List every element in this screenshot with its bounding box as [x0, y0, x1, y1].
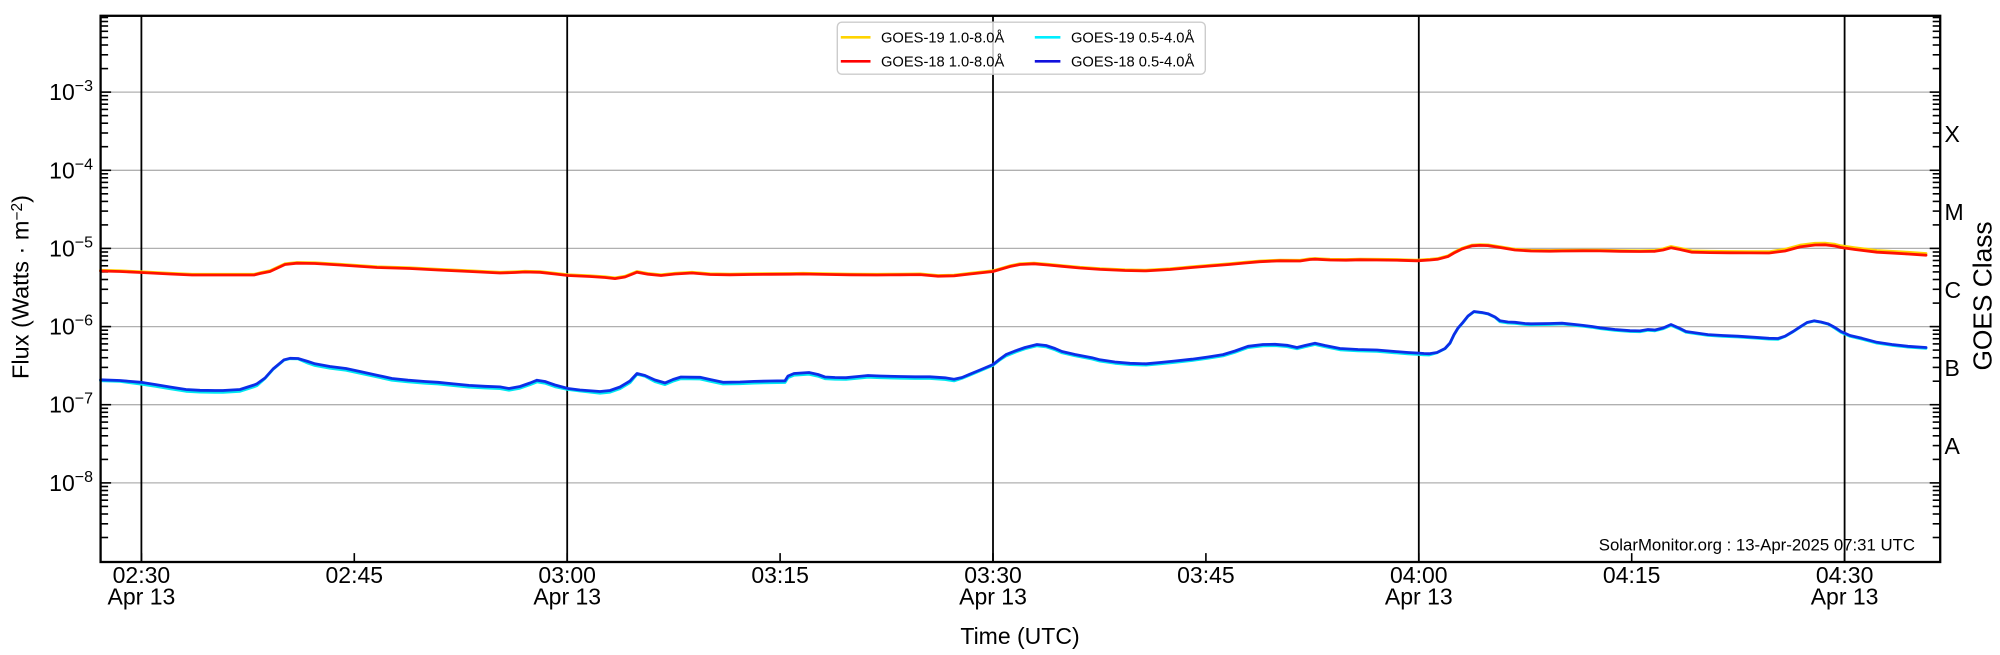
- svg-text:04:30: 04:30: [1816, 562, 1874, 588]
- svg-text:M: M: [1945, 199, 1964, 225]
- svg-text:B: B: [1945, 355, 1960, 381]
- svg-text:Apr 13: Apr 13: [959, 584, 1027, 610]
- svg-text:10−5: 10−5: [49, 234, 93, 261]
- svg-text:03:30: 03:30: [964, 562, 1022, 588]
- svg-text:10−8: 10−8: [49, 469, 93, 496]
- svg-text:03:00: 03:00: [538, 562, 596, 588]
- svg-text:03:45: 03:45: [1177, 562, 1235, 588]
- svg-text:03:15: 03:15: [751, 562, 809, 588]
- svg-text:10−4: 10−4: [49, 156, 93, 183]
- svg-text:GOES-19 1.0-8.0Å: GOES-19 1.0-8.0Å: [881, 29, 1004, 46]
- svg-text:04:00: 04:00: [1390, 562, 1448, 588]
- svg-text:A: A: [1945, 433, 1961, 459]
- svg-text:Time (UTC): Time (UTC): [960, 623, 1079, 649]
- svg-text:GOES-19 0.5-4.0Å: GOES-19 0.5-4.0Å: [1071, 29, 1194, 46]
- svg-text:Apr 13: Apr 13: [1811, 584, 1879, 610]
- svg-text:04:15: 04:15: [1603, 562, 1661, 588]
- svg-text:Apr 13: Apr 13: [108, 584, 176, 610]
- svg-text:C: C: [1945, 277, 1962, 303]
- svg-text:GOES-18 0.5-4.0Å: GOES-18 0.5-4.0Å: [1071, 53, 1194, 70]
- svg-text:SolarMonitor.org : 13-Apr-2025: SolarMonitor.org : 13-Apr-2025 07:31 UTC: [1599, 536, 1915, 555]
- svg-text:10−7: 10−7: [49, 391, 93, 418]
- svg-text:02:45: 02:45: [326, 562, 384, 588]
- svg-text:02:30: 02:30: [113, 562, 171, 588]
- svg-text:Flux (Watts · m−2): Flux (Watts · m−2): [8, 195, 34, 379]
- svg-text:X: X: [1945, 121, 1960, 147]
- svg-text:GOES-18 1.0-8.0Å: GOES-18 1.0-8.0Å: [881, 53, 1004, 70]
- svg-text:Apr 13: Apr 13: [533, 584, 601, 610]
- svg-text:Apr 13: Apr 13: [1385, 584, 1453, 610]
- svg-text:GOES Class: GOES Class: [1968, 221, 1998, 370]
